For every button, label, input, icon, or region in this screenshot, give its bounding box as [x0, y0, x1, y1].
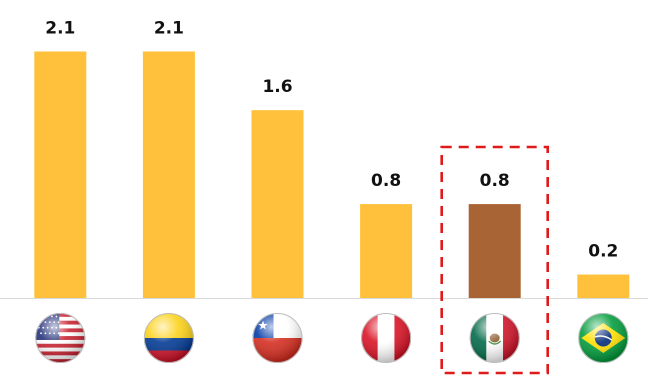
bar-usa: [34, 51, 87, 299]
data-label-brazil: 0.2: [588, 242, 618, 262]
data-label-usa: 2.1: [45, 18, 75, 38]
flag-gloss-5: [578, 313, 629, 363]
usa-flag-star: [42, 315, 45, 318]
highlight-box-mexico: [440, 145, 550, 375]
flag-rim-4: [469, 313, 520, 363]
flag-rim-1: [143, 313, 194, 363]
flag-gloss-3: [361, 313, 412, 363]
bar-brazil: [577, 274, 630, 298]
bar-chile: [251, 110, 304, 298]
flag-rim-2: [252, 313, 303, 363]
flag-gloss-1: [143, 313, 194, 363]
bar-peru: [360, 204, 413, 298]
bar-colombia: [142, 51, 195, 299]
flag-rim-0: [35, 313, 86, 363]
flag-rim-5: [578, 313, 629, 363]
data-label-chile: 1.6: [262, 77, 292, 97]
data-label-peru: 0.8: [371, 171, 401, 191]
flag-gloss-4: [469, 313, 520, 363]
bar-mexico: [468, 204, 521, 298]
flag-rim-3: [361, 313, 412, 363]
flag-gloss-0: [35, 313, 86, 363]
data-label-colombia: 2.1: [154, 18, 184, 38]
data-label-mexico: 0.8: [480, 171, 510, 191]
flag-gloss-2: [252, 313, 303, 363]
usa-flag-star: [37, 315, 40, 318]
